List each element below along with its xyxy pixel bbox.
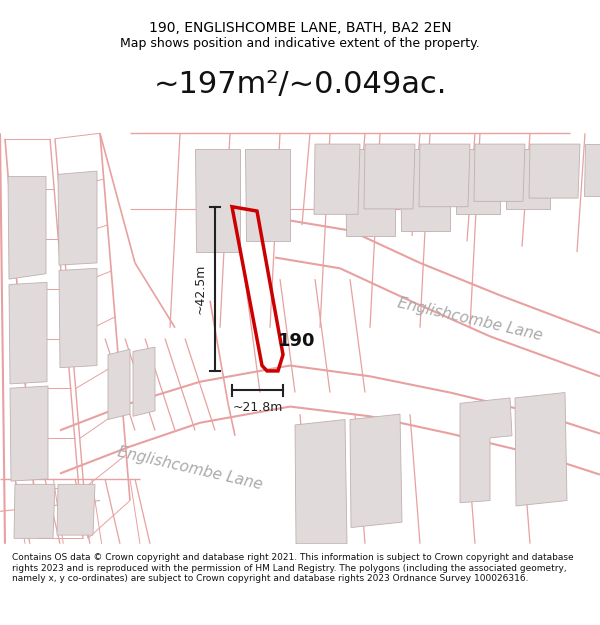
Polygon shape bbox=[9, 282, 47, 384]
Polygon shape bbox=[314, 144, 360, 214]
Polygon shape bbox=[59, 268, 97, 368]
Text: Contains OS data © Crown copyright and database right 2021. This information is : Contains OS data © Crown copyright and d… bbox=[12, 553, 574, 583]
Text: ~21.8m: ~21.8m bbox=[232, 401, 283, 414]
Polygon shape bbox=[364, 144, 415, 209]
Text: Englishcombe Lane: Englishcombe Lane bbox=[396, 295, 544, 343]
Text: 190, ENGLISHCOMBE LANE, BATH, BA2 2EN: 190, ENGLISHCOMBE LANE, BATH, BA2 2EN bbox=[149, 21, 451, 35]
Polygon shape bbox=[133, 347, 155, 416]
Polygon shape bbox=[14, 484, 55, 538]
Polygon shape bbox=[245, 149, 290, 241]
Polygon shape bbox=[10, 386, 48, 481]
Polygon shape bbox=[195, 149, 240, 252]
Polygon shape bbox=[474, 144, 525, 201]
Text: 190: 190 bbox=[278, 332, 316, 349]
Polygon shape bbox=[515, 392, 567, 506]
Text: Englishcombe Lane: Englishcombe Lane bbox=[116, 444, 264, 492]
Polygon shape bbox=[419, 144, 470, 207]
Polygon shape bbox=[505, 149, 550, 209]
Polygon shape bbox=[400, 149, 450, 231]
Polygon shape bbox=[58, 171, 97, 265]
Polygon shape bbox=[460, 398, 512, 502]
Polygon shape bbox=[108, 349, 130, 419]
Polygon shape bbox=[350, 414, 402, 528]
Polygon shape bbox=[295, 419, 347, 544]
Text: Map shows position and indicative extent of the property.: Map shows position and indicative extent… bbox=[120, 38, 480, 50]
Polygon shape bbox=[529, 144, 580, 198]
Polygon shape bbox=[57, 484, 95, 535]
Polygon shape bbox=[455, 149, 500, 214]
Text: ~197m²/~0.049ac.: ~197m²/~0.049ac. bbox=[154, 70, 446, 99]
Text: ~42.5m: ~42.5m bbox=[194, 264, 207, 314]
Polygon shape bbox=[345, 149, 395, 236]
Polygon shape bbox=[584, 144, 600, 196]
Polygon shape bbox=[8, 176, 46, 279]
